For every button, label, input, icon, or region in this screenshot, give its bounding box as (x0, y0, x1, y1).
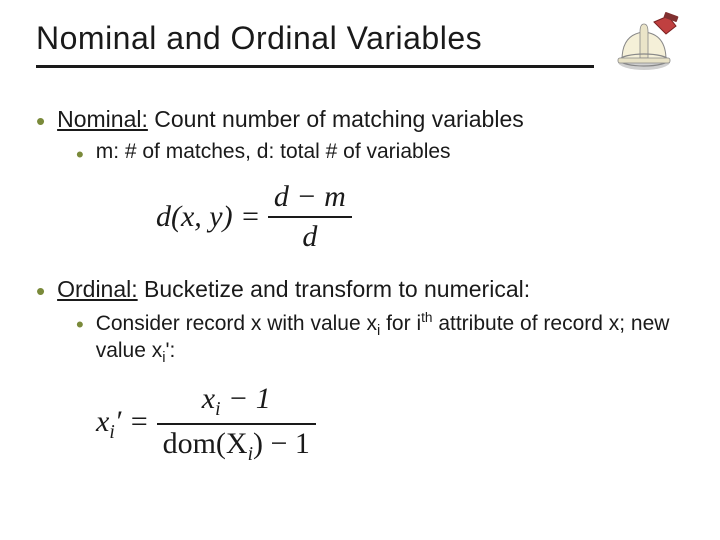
slide-title: Nominal and Ordinal Variables (36, 20, 594, 63)
formula-lhs: d(x, y) = (156, 200, 260, 234)
bullet-nominal: • Nominal: Count number of matching vari… (36, 106, 684, 134)
f2-denominator: dom(Xi) − 1 (157, 425, 316, 466)
bullet-dot-icon: • (76, 144, 84, 166)
nominal-text: Count number of matching variables (148, 106, 524, 132)
nominal-label: Nominal: (57, 106, 148, 132)
ordinal-sub-text: Consider record x with value xi for ith … (96, 310, 684, 366)
f2-numerator: xi − 1 (157, 382, 316, 425)
bullet-ordinal: • Ordinal: Bucketize and transform to nu… (36, 276, 684, 304)
bullet-ordinal-sub: • Consider record x with value xi for it… (76, 310, 684, 366)
formula-ordinal: xi′ = xi − 1 dom(Xi) − 1 (96, 382, 684, 466)
formula-denominator: d (268, 218, 352, 254)
f2-lhs-base: x (96, 405, 109, 438)
bullet-dot-icon: • (36, 108, 45, 134)
ordinal-text: Bucketize and transform to numerical: (138, 276, 530, 302)
formula-distance: d(x, y) = d − m d (156, 180, 684, 254)
title-underline (36, 65, 594, 68)
bullet-nominal-sub: • m: # of matches, d: total # of variabl… (76, 140, 684, 166)
ordinal-label: Ordinal: (57, 276, 138, 302)
bullet-dot-icon: • (76, 314, 84, 336)
nominal-sub-text: m: # of matches, d: total # of variables (96, 140, 451, 164)
formula-numerator: d − m (268, 180, 352, 218)
hardhat-icon (604, 12, 684, 82)
bullet-dot-icon: • (36, 278, 45, 304)
